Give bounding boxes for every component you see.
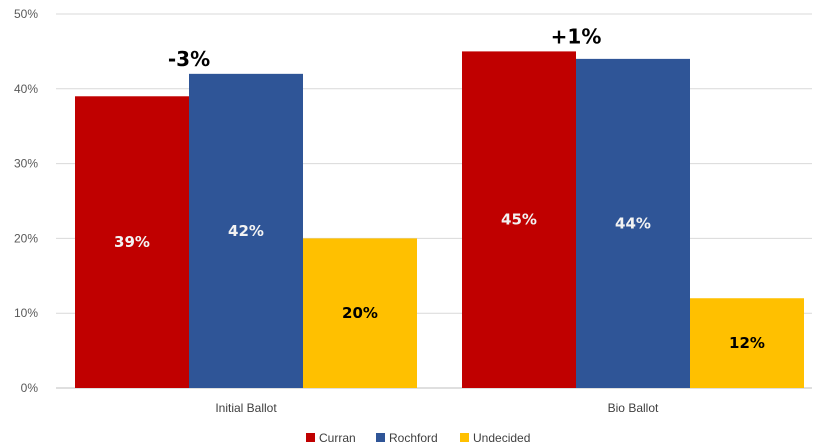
y-tick-label: 20%: [14, 231, 38, 245]
legend: Curran Rochford Undecided: [306, 431, 530, 445]
difference-annotation: -3%: [168, 47, 210, 71]
data-labels: 39% 45% 42% 44% 20% 12%: [114, 211, 765, 352]
x-axis-categories: Initial Ballot Bio Ballot: [215, 401, 659, 415]
y-axis-ticks: 0% 10% 20% 30% 40% 50%: [14, 7, 38, 395]
legend-label-rochford: Rochford: [389, 431, 438, 445]
y-tick-label: 50%: [14, 7, 38, 21]
legend-swatch-rochford: [376, 433, 385, 442]
legend-swatch-undecided: [460, 433, 469, 442]
data-label: 42%: [228, 222, 264, 240]
bar-curran-1: [462, 51, 576, 389]
bars: [75, 51, 804, 389]
y-tick-label: 30%: [14, 157, 38, 171]
difference-annotations: -3% +1%: [168, 24, 601, 70]
difference-annotation: +1%: [551, 24, 602, 48]
bar-undecided-0: [303, 238, 417, 388]
bar-curran-0: [75, 96, 189, 388]
x-category-label: Bio Ballot: [608, 401, 659, 415]
bar-rochford-0: [189, 73, 303, 388]
x-category-label: Initial Ballot: [215, 401, 277, 415]
data-label: 20%: [342, 304, 378, 322]
bar-undecided-1: [690, 298, 804, 388]
legend-label-curran: Curran: [319, 431, 356, 445]
bar-rochford-1: [576, 58, 690, 388]
y-tick-label: 40%: [14, 82, 38, 96]
legend-label-undecided: Undecided: [473, 431, 530, 445]
data-label: 39%: [114, 233, 150, 251]
data-label: 12%: [729, 334, 765, 352]
y-tick-label: 10%: [14, 306, 38, 320]
data-label: 45%: [501, 211, 537, 229]
legend-swatch-curran: [306, 433, 315, 442]
y-tick-label: 0%: [21, 381, 39, 395]
data-label: 44%: [615, 214, 651, 232]
